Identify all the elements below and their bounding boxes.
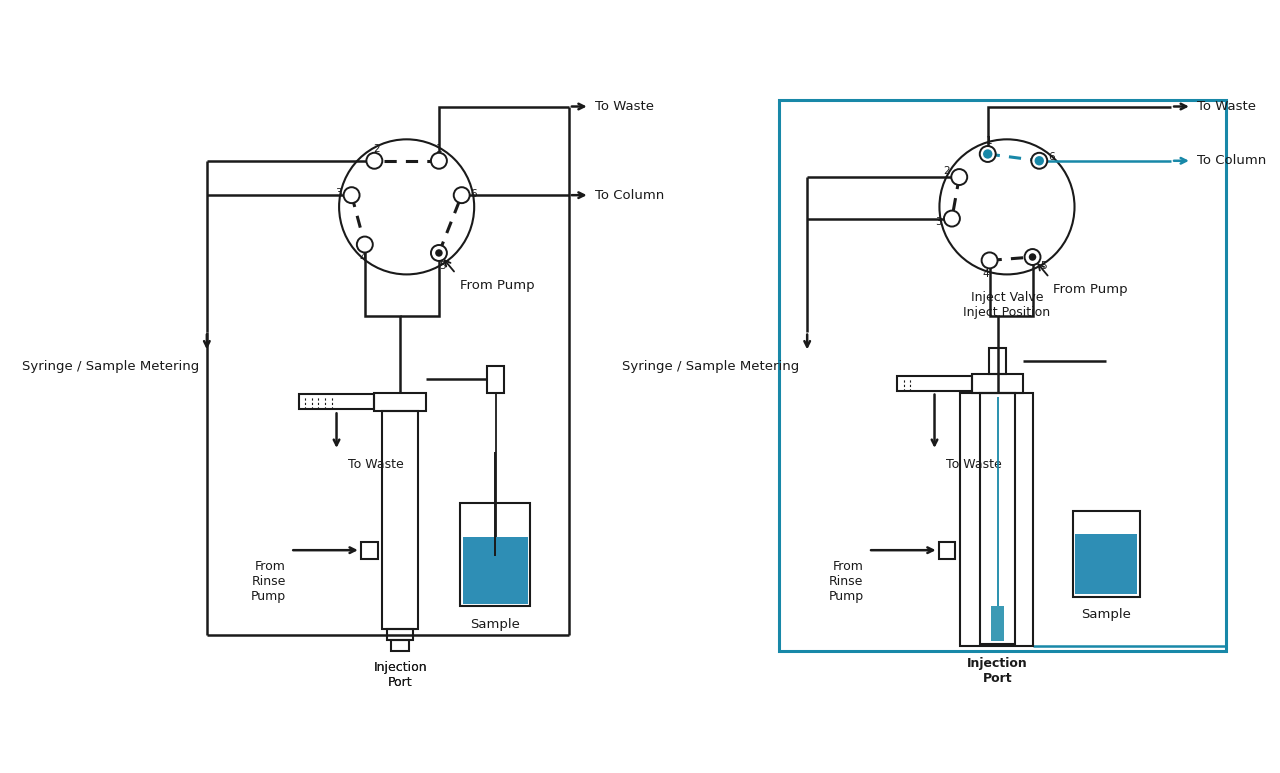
- Text: 1: 1: [987, 136, 993, 146]
- Circle shape: [1029, 254, 1037, 261]
- Text: From
Rinse
Pump: From Rinse Pump: [251, 560, 285, 603]
- Bar: [1075, 534, 1138, 594]
- Text: Syringe / Sample Metering: Syringe / Sample Metering: [22, 359, 200, 373]
- Circle shape: [431, 153, 447, 169]
- Text: 3: 3: [936, 217, 942, 227]
- Circle shape: [940, 139, 1074, 274]
- Bar: [463, 536, 527, 604]
- Text: 3: 3: [335, 189, 342, 199]
- Circle shape: [982, 253, 997, 268]
- Text: Syringe / Sample Metering: Syringe / Sample Metering: [622, 359, 800, 373]
- Bar: [298, 394, 374, 410]
- Text: 5: 5: [439, 261, 445, 271]
- Bar: [938, 542, 955, 559]
- Bar: [960, 393, 1033, 646]
- Bar: [374, 393, 426, 411]
- Bar: [979, 393, 1015, 644]
- Circle shape: [943, 210, 960, 226]
- Bar: [390, 640, 410, 652]
- Circle shape: [979, 146, 996, 162]
- Text: 2: 2: [943, 166, 950, 176]
- Text: Sample: Sample: [470, 618, 520, 631]
- Circle shape: [339, 139, 474, 274]
- Text: To Waste: To Waste: [348, 458, 403, 472]
- Text: 6: 6: [471, 189, 477, 199]
- Text: To Column: To Column: [595, 189, 664, 202]
- Text: 1: 1: [435, 144, 442, 154]
- Text: From
Rinse
Pump: From Rinse Pump: [828, 560, 864, 603]
- Circle shape: [431, 245, 447, 261]
- Text: Inject Valve
Inject Position: Inject Valve Inject Position: [964, 291, 1051, 319]
- Circle shape: [366, 153, 383, 169]
- Bar: [1073, 511, 1140, 597]
- Bar: [991, 605, 1005, 641]
- Text: From Pump: From Pump: [460, 279, 534, 292]
- Circle shape: [453, 187, 470, 203]
- Text: Injection
Port: Injection Port: [374, 661, 428, 689]
- Text: Sample: Sample: [1082, 608, 1132, 621]
- Text: 6: 6: [1048, 152, 1055, 162]
- Text: To Waste: To Waste: [946, 458, 1001, 472]
- Circle shape: [1024, 249, 1041, 265]
- Circle shape: [343, 187, 360, 203]
- Circle shape: [951, 169, 968, 185]
- Text: 2: 2: [372, 144, 380, 154]
- Text: 5: 5: [1041, 261, 1047, 271]
- Text: To Waste: To Waste: [595, 100, 654, 113]
- Bar: [972, 374, 1024, 393]
- Text: 4: 4: [983, 270, 989, 280]
- Circle shape: [1034, 156, 1044, 165]
- Bar: [361, 542, 378, 559]
- Text: To Waste: To Waste: [1197, 100, 1257, 113]
- Text: 4: 4: [360, 253, 366, 263]
- Circle shape: [357, 237, 372, 253]
- Bar: [460, 503, 530, 607]
- Bar: [780, 100, 1225, 651]
- Text: Injection
Port: Injection Port: [968, 657, 1028, 685]
- Bar: [897, 376, 972, 390]
- Circle shape: [435, 249, 443, 257]
- Text: Injection
Port: Injection Port: [374, 661, 428, 689]
- Circle shape: [983, 149, 992, 158]
- Text: From Pump: From Pump: [1053, 283, 1128, 296]
- Bar: [488, 366, 504, 393]
- Bar: [387, 629, 413, 640]
- Bar: [989, 348, 1006, 374]
- Circle shape: [1032, 153, 1047, 169]
- Bar: [383, 411, 417, 629]
- Text: To Column: To Column: [1197, 155, 1267, 167]
